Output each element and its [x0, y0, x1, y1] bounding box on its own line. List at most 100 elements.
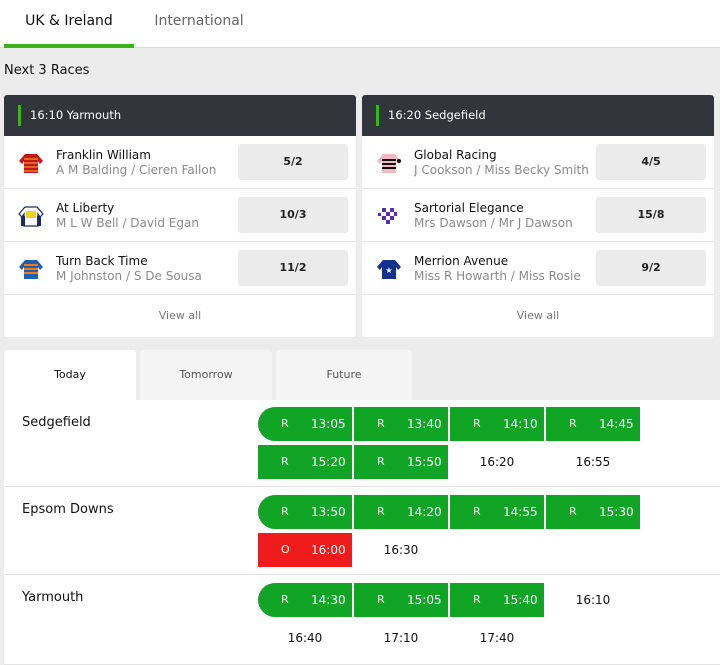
runner-connections: Miss R Howarth / Miss Rosie [414, 269, 581, 283]
venue-name[interactable]: Sedgefield [22, 415, 91, 430]
race-time-button[interactable]: 16:20 [450, 445, 544, 479]
race-time-button[interactable]: 17:10 [354, 621, 448, 655]
race-status: R [377, 505, 385, 518]
race-time: 16:55 [575, 455, 611, 469]
race-status: R [377, 593, 385, 606]
race-time-button[interactable]: R 15:40 [450, 583, 544, 617]
race-time-button[interactable]: R 14:45 [546, 407, 640, 441]
meeting-row: Yarmouth R 14:30 R 15:05 R 15:40 16:10 16:4… [4, 575, 720, 665]
race-card-title: 16:20 Sedgefield [388, 108, 486, 122]
odds-button[interactable]: 9/2 [596, 250, 706, 286]
runner-connections: A M Balding / Cieren Fallon [56, 163, 217, 177]
race-time-button[interactable]: R 15:50 [354, 445, 448, 479]
meeting-row: Epsom Downs R 13:50 R 14:20 R 14:55 R 15:30 … [4, 487, 720, 575]
svg-text:★: ★ [385, 266, 392, 275]
race-time: 15:05 [407, 593, 442, 607]
race-time-button[interactable]: 16:30 [354, 533, 448, 567]
race-time-button[interactable]: R 15:20 [258, 445, 352, 479]
race-status: R [281, 593, 289, 606]
race-time: 15:30 [599, 505, 634, 519]
race-status: R [281, 455, 289, 468]
race-status: R [377, 417, 385, 430]
race-time: 14:10 [503, 417, 538, 431]
odds-button[interactable]: 5/2 [238, 144, 348, 180]
race-card: 16:10 Yarmouth Franklin William A M Bald… [4, 95, 356, 337]
race-status: R [473, 505, 481, 518]
runner-row[interactable]: Global Racing J Cookson / Miss Becky Smi… [362, 136, 714, 189]
race-time-button[interactable]: R 14:55 [450, 495, 544, 529]
race-status: R [473, 417, 481, 430]
race-status: R [281, 505, 289, 518]
view-all-link[interactable]: View all [158, 309, 202, 322]
runner-name: Turn Back Time [56, 254, 148, 268]
race-time: 15:40 [503, 593, 538, 607]
runner-name: Global Racing [414, 148, 497, 162]
tab-future[interactable]: Future [276, 350, 412, 400]
race-time: 14:55 [503, 505, 538, 519]
race-time-button[interactable]: R 14:20 [354, 495, 448, 529]
race-time-button[interactable]: R 14:30 [258, 583, 352, 617]
race-card-header[interactable]: 16:20 Sedgefield [362, 95, 714, 136]
race-time-button[interactable]: 16:55 [546, 445, 640, 479]
silk-red-icon [19, 154, 43, 173]
race-card: 16:20 Sedgefield Global Racing J Cookson… [362, 95, 714, 337]
odds-button[interactable]: 15/8 [596, 197, 706, 233]
venue-name[interactable]: Epsom Downs [22, 502, 114, 517]
tab-tomorrow[interactable]: Tomorrow [140, 350, 272, 400]
silk-blue-star-icon: ★ [377, 260, 401, 279]
tab-international[interactable]: International [154, 13, 244, 29]
accent-bar [376, 105, 379, 126]
race-time: 16:40 [287, 631, 323, 645]
race-card-header[interactable]: 16:10 Yarmouth [4, 95, 356, 136]
view-all-link[interactable]: View all [516, 309, 560, 322]
race-time-button[interactable]: R 15:30 [546, 495, 640, 529]
race-time: 16:10 [575, 593, 611, 607]
race-time-button[interactable]: O 16:00 [258, 533, 352, 567]
runner-name: Merrion Avenue [414, 254, 509, 268]
tab-uk-ireland[interactable]: UK & Ireland [4, 0, 134, 48]
runner-connections: M L W Bell / David Egan [56, 216, 199, 230]
race-time: 17:10 [383, 631, 419, 645]
race-time-button[interactable]: R 13:05 [258, 407, 352, 441]
race-time: 14:20 [407, 505, 442, 519]
race-time-button[interactable]: R 14:10 [450, 407, 544, 441]
runner-row[interactable]: Sartorial Elegance Mrs Dawson / Mr J Daw… [362, 189, 714, 242]
meetings-list: Sedgefield R 13:05 R 13:40 R 14:10 R 14:45 R… [4, 400, 720, 665]
region-tabs: UK & Ireland International [0, 0, 720, 48]
race-time: 13:50 [311, 505, 346, 519]
race-status: O [281, 543, 290, 556]
race-time-button[interactable]: R 13:40 [354, 407, 448, 441]
odds-button[interactable]: 11/2 [238, 250, 348, 286]
tab-today[interactable]: Today [4, 350, 136, 400]
race-status: R [377, 455, 385, 468]
race-time: 15:20 [311, 455, 346, 469]
race-status: R [281, 417, 289, 430]
odds-button[interactable]: 4/5 [596, 144, 706, 180]
section-title: Next 3 Races [4, 63, 90, 78]
odds-button[interactable]: 10/3 [238, 197, 348, 233]
race-time: 16:30 [383, 543, 419, 557]
silk-blue-orange-icon [19, 260, 43, 279]
race-time-button[interactable]: 16:40 [258, 621, 352, 655]
race-time: 16:20 [479, 455, 515, 469]
silk-navy-yellow-icon [18, 206, 44, 227]
runner-row[interactable]: At Liberty M L W Bell / David Egan 10/3 [4, 189, 356, 242]
silk-purple-check-icon [377, 207, 401, 226]
runner-connections: M Johnston / S De Sousa [56, 269, 202, 283]
runner-row[interactable]: Turn Back Time M Johnston / S De Sousa 1… [4, 242, 356, 295]
runner-row[interactable]: Franklin William A M Balding / Cieren Fa… [4, 136, 356, 189]
runner-connections: Mrs Dawson / Mr J Dawson [414, 216, 573, 230]
race-time-button[interactable]: 16:10 [546, 583, 640, 617]
race-time-button[interactable]: R 15:05 [354, 583, 448, 617]
race-time: 14:30 [311, 593, 346, 607]
race-time: 13:40 [407, 417, 442, 431]
venue-name[interactable]: Yarmouth [22, 590, 84, 605]
race-time: 15:50 [407, 455, 442, 469]
race-time-button[interactable]: 17:40 [450, 621, 544, 655]
race-time: 16:00 [311, 543, 346, 557]
runner-row[interactable]: ★ Merrion Avenue Miss R Howarth / Miss R… [362, 242, 714, 295]
race-time: 17:40 [479, 631, 515, 645]
race-time: 13:05 [311, 417, 346, 431]
race-status: R [569, 505, 577, 518]
race-time-button[interactable]: R 13:50 [258, 495, 352, 529]
